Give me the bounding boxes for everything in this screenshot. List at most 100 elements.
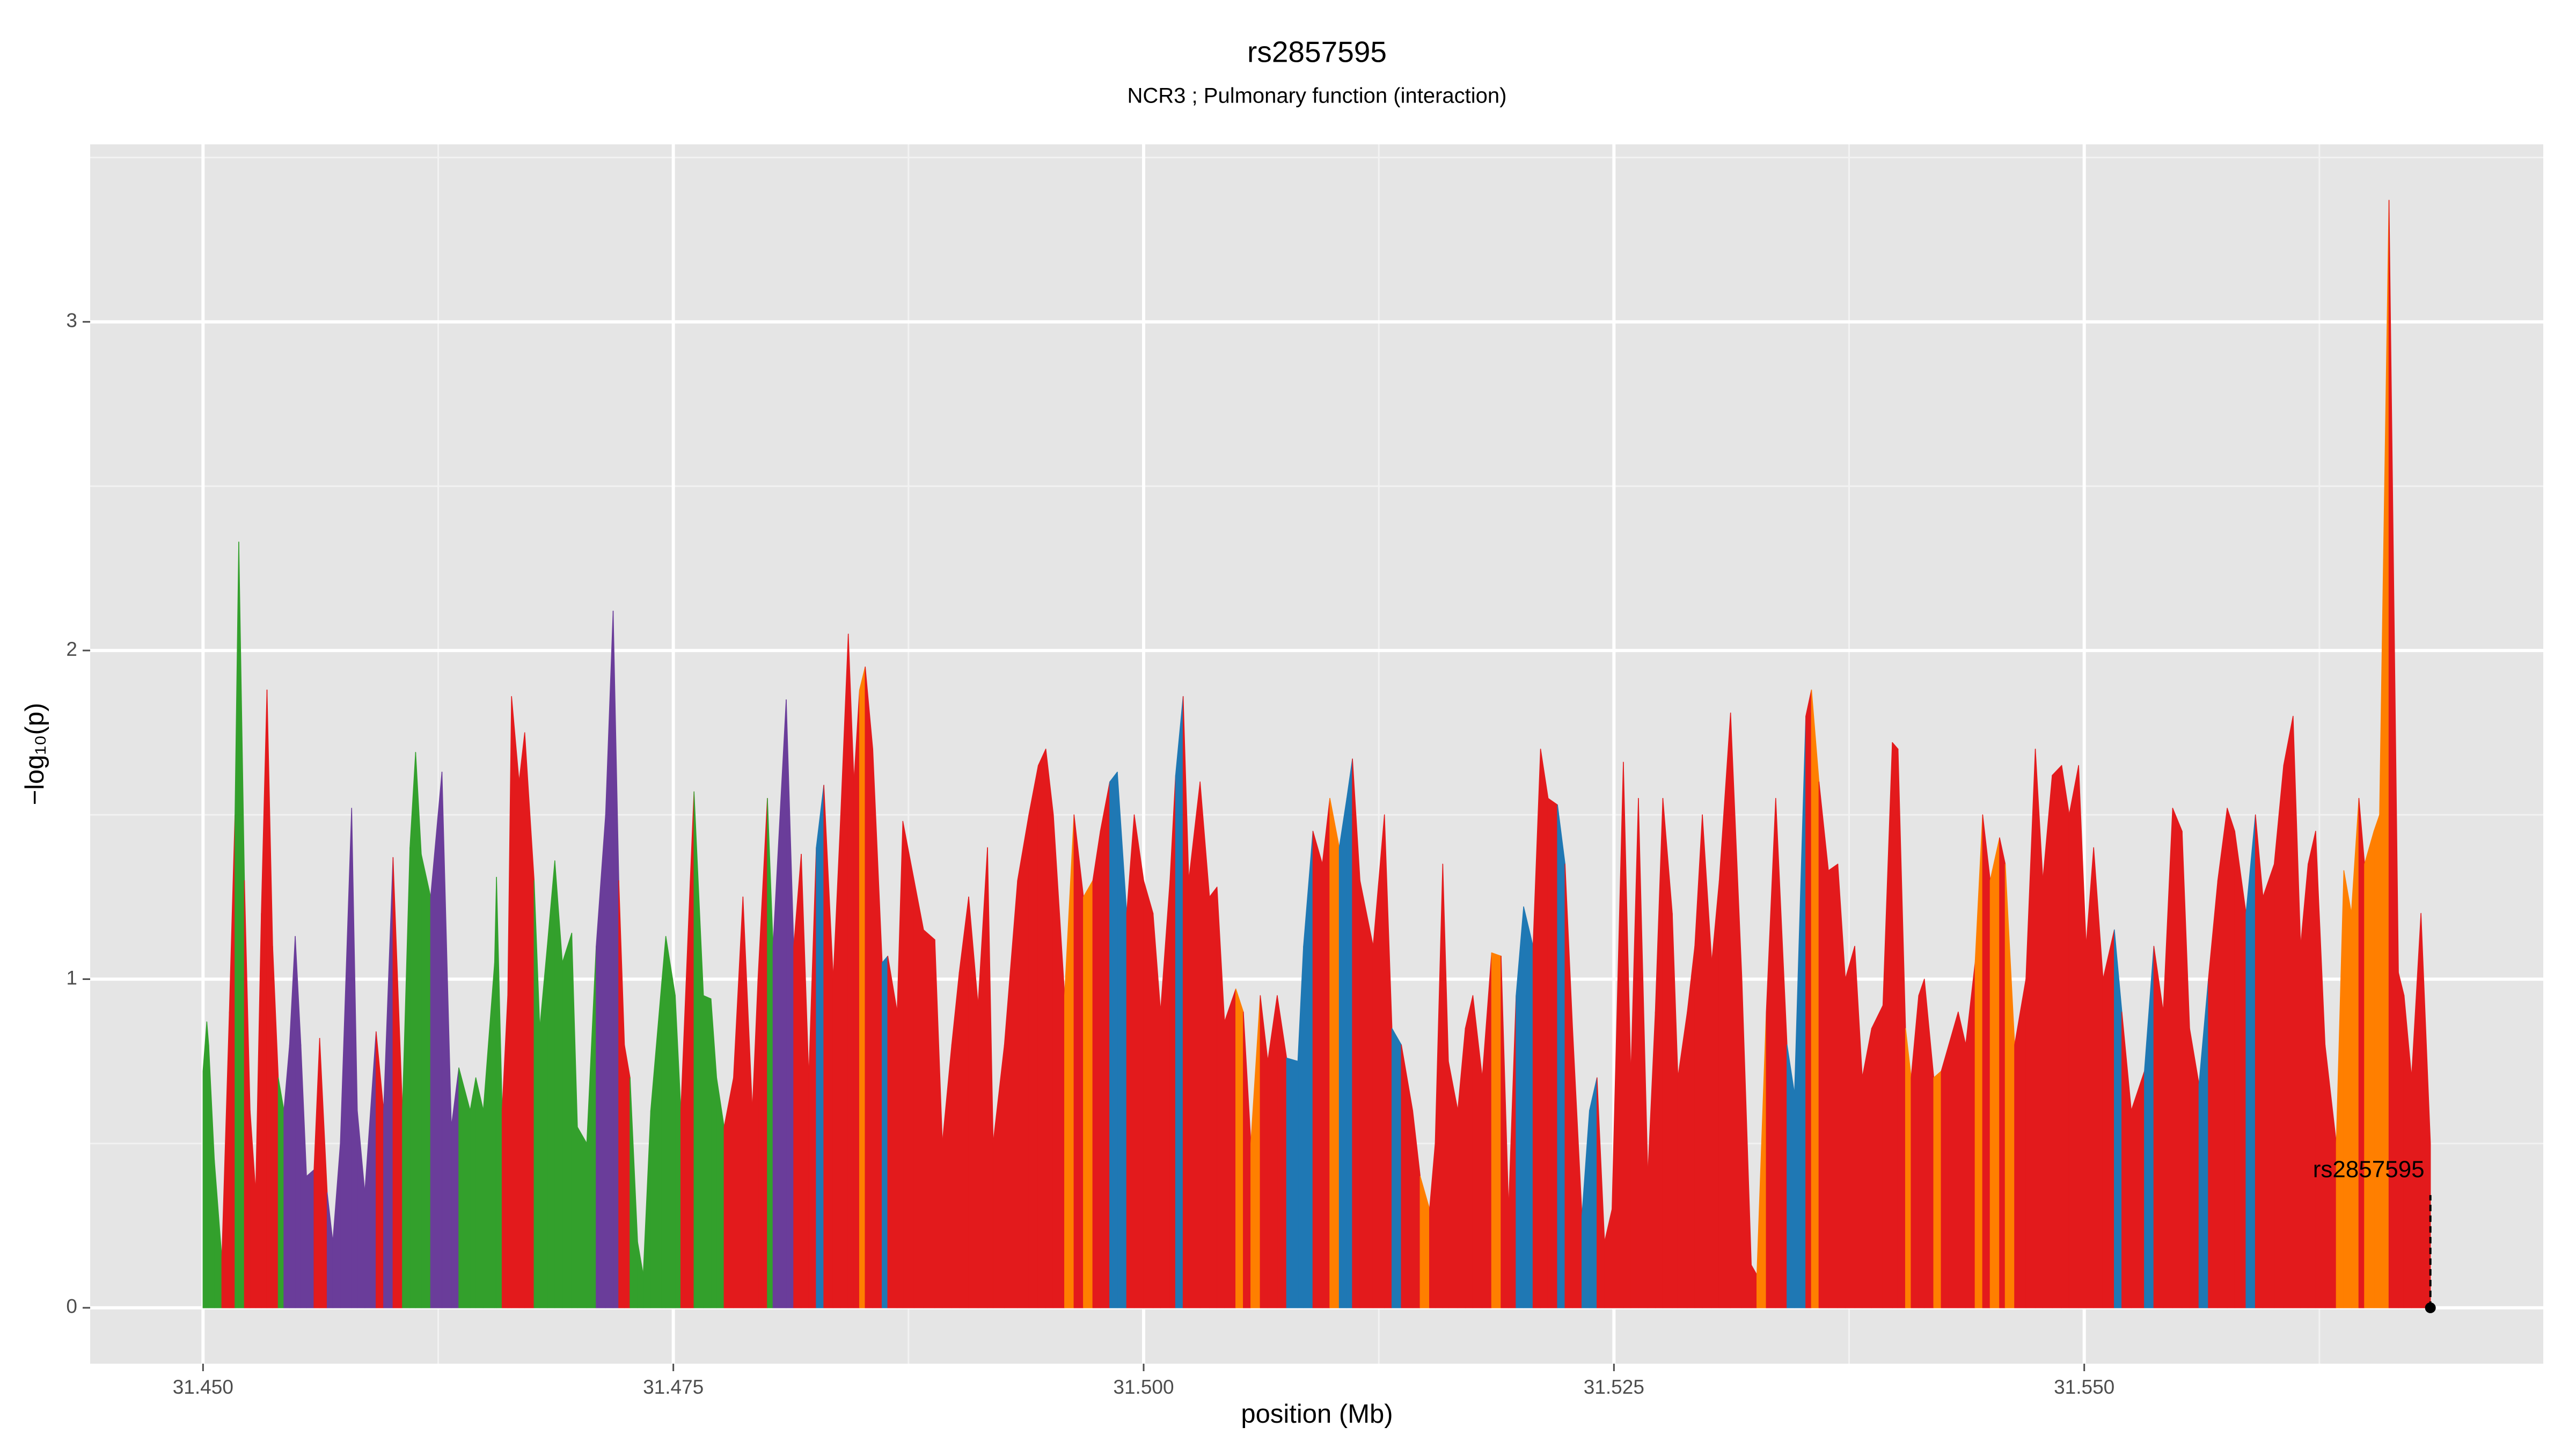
area-segment xyxy=(1465,995,1474,1308)
area-segment xyxy=(1391,1028,1402,1308)
area-segment xyxy=(1109,771,1118,1308)
area-segment xyxy=(2358,797,2365,1308)
area-segment xyxy=(2364,831,2375,1308)
area-segment xyxy=(1329,797,1340,1308)
area-segment xyxy=(1286,1057,1299,1308)
area-segment xyxy=(1805,689,1812,1308)
area-segment xyxy=(1933,1071,1942,1308)
area-segment xyxy=(2273,765,2285,1308)
area-segment xyxy=(887,955,898,1308)
area-segment xyxy=(415,752,422,1308)
area-segment xyxy=(1871,1005,1884,1308)
area-segment xyxy=(2308,831,2316,1308)
x-tick-label: 31.550 xyxy=(2054,1376,2114,1398)
area-segment xyxy=(853,689,860,1308)
area-segment xyxy=(1787,1044,1795,1308)
area-segment xyxy=(1547,797,1558,1308)
area-segment xyxy=(2172,808,2183,1308)
area-segment xyxy=(923,929,935,1308)
area-segment xyxy=(1905,1028,1912,1308)
area-segment xyxy=(2061,765,2070,1308)
area-segment xyxy=(1811,689,1820,1308)
area-segment xyxy=(882,955,889,1308)
area-segment xyxy=(1862,1028,1872,1308)
area-segment xyxy=(1948,1011,1959,1308)
area-segment xyxy=(1073,814,1084,1308)
area-segment xyxy=(865,666,873,1308)
area-segment xyxy=(1892,742,1899,1308)
area-segment xyxy=(1028,765,1039,1308)
area-segment xyxy=(1322,797,1330,1308)
area-segment xyxy=(409,752,416,1308)
area-segment xyxy=(1092,831,1101,1308)
y-tick-label: 1 xyxy=(66,967,77,989)
area-segment xyxy=(661,936,667,1308)
area-segment xyxy=(1982,814,1991,1308)
area-segment xyxy=(1209,887,1218,1308)
area-segment xyxy=(1143,880,1154,1308)
area-segment xyxy=(277,1077,284,1308)
area-segment xyxy=(2102,929,2115,1308)
area-segment xyxy=(562,933,573,1308)
area-segment xyxy=(1845,946,1855,1308)
area-segment xyxy=(2398,972,2405,1308)
area-segment xyxy=(577,1126,588,1308)
x-axis-title: position (Mb) xyxy=(1241,1400,1393,1429)
area-segment xyxy=(2283,715,2294,1308)
area-segment xyxy=(2131,1071,2145,1308)
area-segment xyxy=(2068,765,2079,1308)
area-segment xyxy=(1083,880,1094,1308)
area-segment xyxy=(2234,831,2246,1308)
area-segment xyxy=(1918,978,1925,1308)
area-segment xyxy=(1540,749,1549,1308)
area-segment xyxy=(1589,1077,1598,1308)
area-segment xyxy=(421,854,431,1308)
area-segment xyxy=(958,896,969,1308)
x-tick-label: 31.450 xyxy=(173,1376,233,1398)
area-segment xyxy=(1687,946,1695,1308)
area-segment xyxy=(859,666,866,1308)
area-segment xyxy=(2227,808,2235,1308)
chart-subtitle: NCR3 ; Pulmonary function (interaction) xyxy=(1128,84,1507,108)
area-segment xyxy=(1100,781,1110,1308)
area-segment xyxy=(475,1077,484,1308)
area-segment xyxy=(2255,814,2264,1308)
area-segment xyxy=(1133,814,1144,1308)
area-segment xyxy=(1999,837,2006,1308)
area-segment xyxy=(511,696,519,1308)
area-segment xyxy=(2217,808,2228,1308)
area-segment xyxy=(624,1044,631,1308)
area-segment xyxy=(458,1067,471,1308)
area-segment xyxy=(1941,1044,1950,1308)
area-segment xyxy=(1235,989,1244,1308)
area-segment xyxy=(1523,906,1534,1308)
annotation-label: rs2857595 xyxy=(2313,1157,2425,1183)
area-segment xyxy=(1359,880,1374,1308)
area-segment xyxy=(1491,952,1502,1308)
area-segment xyxy=(518,732,525,1308)
area-segment xyxy=(202,1021,208,1308)
x-tick-label: 31.525 xyxy=(1584,1376,1644,1398)
area-segment xyxy=(2300,863,2309,1308)
area-segment xyxy=(1175,696,1184,1308)
area-segment xyxy=(665,936,676,1308)
y-axis-title: −log₁₀(p) xyxy=(20,703,49,806)
area-segment xyxy=(1045,749,1054,1308)
area-segment xyxy=(1017,814,1029,1308)
y-tick-label: 0 xyxy=(66,1296,77,1318)
chart-title: rs2857595 xyxy=(1247,35,1387,69)
y-tick-label: 3 xyxy=(66,309,77,331)
area-segment xyxy=(690,791,694,1308)
axes: 31.450 31.475 31.500 31.525 31.550 0 1 2 3 rs2857… xyxy=(66,309,2436,1398)
area-segment xyxy=(1958,1011,1966,1308)
area-segment xyxy=(1557,804,1565,1308)
area-segment xyxy=(1989,837,2000,1308)
area-segment xyxy=(306,1169,314,1308)
area-segment xyxy=(1224,989,1236,1308)
area-segment xyxy=(2343,870,2352,1308)
area-segment xyxy=(703,995,712,1308)
area-segment xyxy=(1828,863,1839,1308)
area-segment xyxy=(816,785,824,1308)
